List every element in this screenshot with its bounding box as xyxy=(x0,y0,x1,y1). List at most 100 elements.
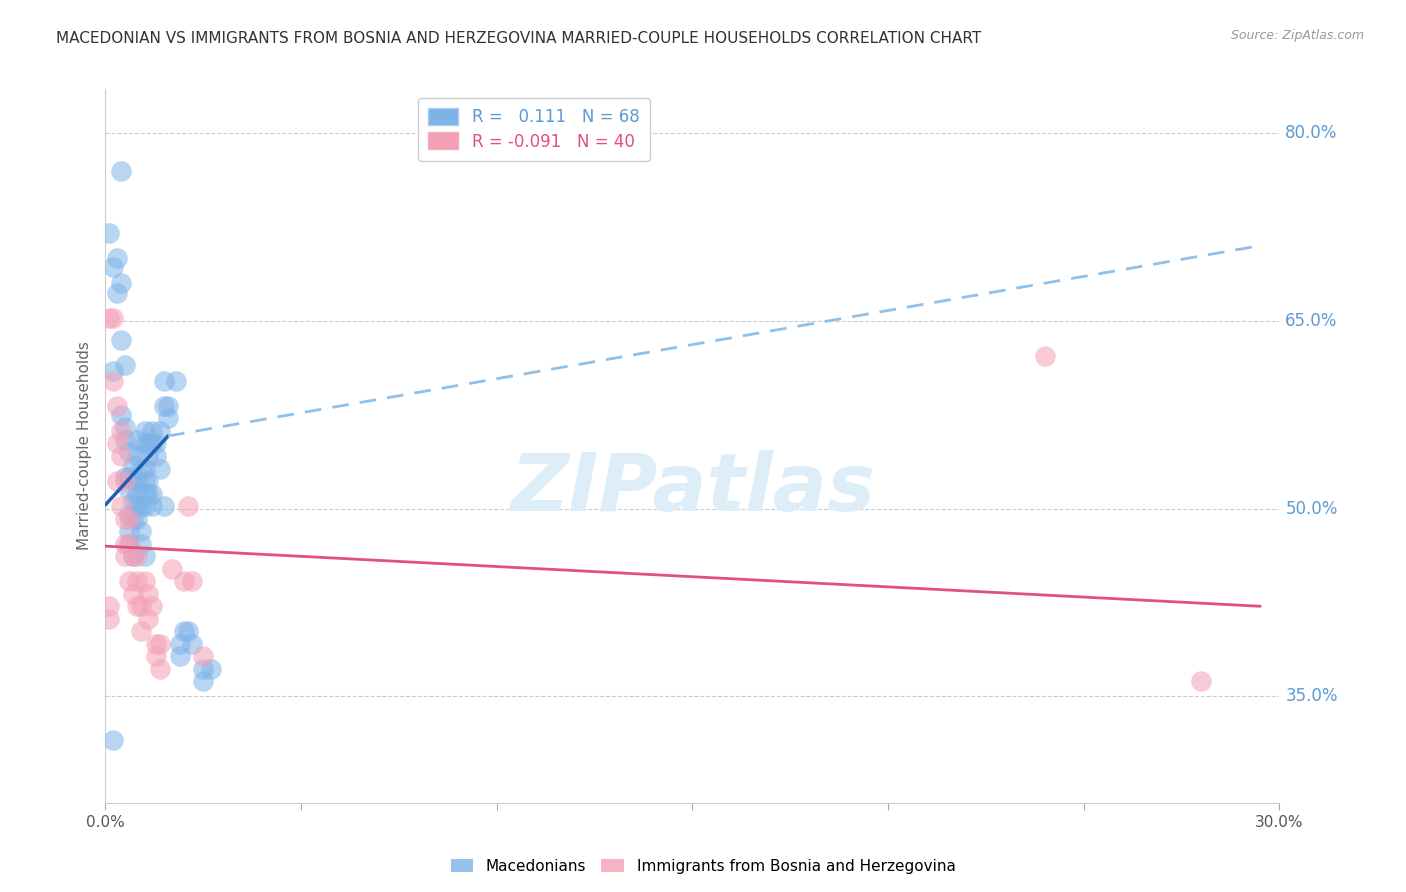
Point xyxy=(114,536,136,550)
Legend: R =   0.111   N = 68, R = -0.091   N = 40: R = 0.111 N = 68, R = -0.091 N = 40 xyxy=(419,97,650,161)
Point xyxy=(125,511,148,525)
Point xyxy=(165,374,187,388)
Point xyxy=(103,260,125,274)
Point xyxy=(118,445,141,459)
Text: 65.0%: 65.0% xyxy=(1285,312,1337,330)
Point xyxy=(105,286,128,301)
Point xyxy=(118,536,141,550)
Point xyxy=(180,574,202,589)
Point xyxy=(173,624,195,639)
Point xyxy=(141,599,163,614)
Point xyxy=(157,411,180,425)
Point xyxy=(129,624,152,639)
Point xyxy=(145,637,167,651)
Point xyxy=(176,624,198,639)
Point xyxy=(138,436,160,450)
Point xyxy=(121,511,143,525)
Point xyxy=(110,449,132,463)
Point xyxy=(200,662,222,676)
Point xyxy=(98,612,121,626)
Point xyxy=(134,486,156,500)
Point xyxy=(110,424,132,438)
Point xyxy=(134,461,156,475)
Point xyxy=(129,599,152,614)
Point xyxy=(103,311,125,326)
Point xyxy=(129,524,152,538)
Point xyxy=(114,420,136,434)
Point xyxy=(118,483,141,497)
Point xyxy=(114,474,136,488)
Point xyxy=(157,399,180,413)
Legend: Macedonians, Immigrants from Bosnia and Herzegovina: Macedonians, Immigrants from Bosnia and … xyxy=(444,853,962,880)
Point xyxy=(118,508,141,522)
Point xyxy=(149,424,172,438)
Point xyxy=(114,358,136,372)
Point xyxy=(173,574,195,589)
Point xyxy=(110,163,132,178)
Point xyxy=(145,449,167,463)
Point xyxy=(149,662,172,676)
Point xyxy=(114,433,136,447)
Point xyxy=(149,637,172,651)
Point xyxy=(145,436,167,450)
Y-axis label: Married-couple Households: Married-couple Households xyxy=(76,342,91,550)
Point xyxy=(141,436,163,450)
Point xyxy=(193,674,215,689)
Point xyxy=(105,474,128,488)
Point xyxy=(118,524,141,538)
Point xyxy=(138,449,160,463)
Point xyxy=(98,599,121,614)
Point xyxy=(103,733,125,747)
Point xyxy=(125,449,148,463)
Text: 35.0%: 35.0% xyxy=(1285,688,1339,706)
Point xyxy=(110,408,132,422)
Point xyxy=(103,364,125,378)
Point xyxy=(1189,674,1212,689)
Point xyxy=(125,599,148,614)
Text: 50.0%: 50.0% xyxy=(1285,500,1337,517)
Point xyxy=(114,511,136,525)
Point xyxy=(138,486,160,500)
Point xyxy=(118,536,141,550)
Point xyxy=(110,333,132,347)
Point xyxy=(145,649,167,664)
Point xyxy=(125,486,148,500)
Text: Source: ZipAtlas.com: Source: ZipAtlas.com xyxy=(1230,29,1364,42)
Point xyxy=(134,424,156,438)
Point xyxy=(180,637,202,651)
Point xyxy=(110,277,132,291)
Point xyxy=(153,399,176,413)
Point xyxy=(125,499,148,513)
Point xyxy=(1033,349,1056,363)
Point xyxy=(121,474,143,488)
Point xyxy=(193,649,215,664)
Point xyxy=(110,499,132,513)
Point xyxy=(134,474,156,488)
Point xyxy=(121,549,143,564)
Text: ZIPatlas: ZIPatlas xyxy=(510,450,875,528)
Point xyxy=(114,549,136,564)
Point xyxy=(121,495,143,509)
Point xyxy=(125,433,148,447)
Point xyxy=(129,536,152,550)
Point xyxy=(153,374,176,388)
Point xyxy=(138,612,160,626)
Point xyxy=(118,511,141,525)
Point xyxy=(103,374,125,388)
Point xyxy=(141,499,163,513)
Point xyxy=(160,562,183,576)
Point xyxy=(118,470,141,484)
Point xyxy=(153,499,176,513)
Point xyxy=(114,470,136,484)
Point xyxy=(138,474,160,488)
Text: 80.0%: 80.0% xyxy=(1285,124,1337,142)
Point xyxy=(141,424,163,438)
Point xyxy=(98,311,121,326)
Point xyxy=(176,499,198,513)
Point xyxy=(105,251,128,265)
Point xyxy=(134,436,156,450)
Point xyxy=(125,574,148,589)
Point xyxy=(121,587,143,601)
Point xyxy=(138,587,160,601)
Point xyxy=(125,474,148,488)
